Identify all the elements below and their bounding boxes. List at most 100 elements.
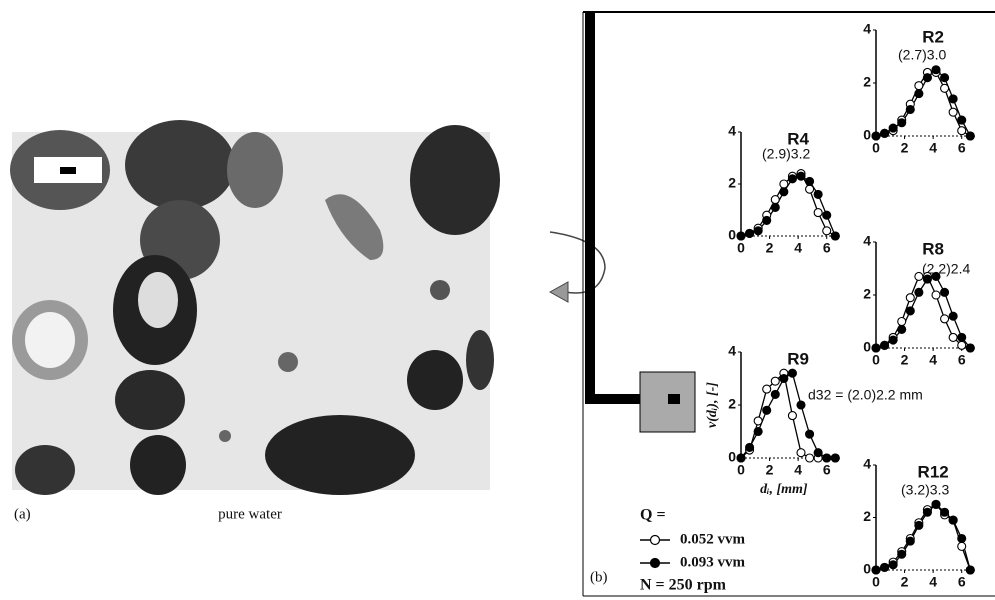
- conditions: N = 250 rpm: [640, 577, 727, 594]
- y-tick-label: 2: [863, 74, 871, 90]
- y-tick-label: 4: [863, 21, 871, 37]
- x-tick-label: 2: [766, 462, 774, 478]
- data-point: [948, 332, 958, 342]
- chart: 0 2 4 0 2 4 6 R2(2.7)3.0: [863, 21, 976, 156]
- data-point: [931, 499, 941, 509]
- data-point: [940, 314, 950, 324]
- y-tick-label: 0: [863, 127, 871, 143]
- x-tick-label: 2: [901, 352, 909, 368]
- data-point: [779, 179, 789, 189]
- data-point: [965, 343, 975, 353]
- data-point: [940, 287, 950, 297]
- data-point: [957, 115, 967, 125]
- legend-title: Q =: [640, 507, 666, 524]
- data-point: [914, 287, 924, 297]
- data-point: [762, 384, 772, 394]
- data-point: [871, 131, 881, 141]
- y-tick-label: 2: [863, 508, 871, 524]
- x-tick-label: 6: [823, 462, 831, 478]
- data-point: [957, 533, 967, 544]
- panel-label: (b): [590, 569, 608, 585]
- data-point: [736, 231, 746, 241]
- data-point: [914, 89, 924, 99]
- legend-label: 0.052 vvm: [680, 531, 746, 547]
- data-point: [922, 507, 932, 517]
- data-point: [813, 208, 823, 218]
- data-point: [822, 453, 832, 463]
- data-point: [897, 118, 907, 128]
- annotation: (2.7)3.0: [898, 47, 946, 63]
- data-point: [805, 429, 815, 439]
- x-tick-label: 0: [737, 240, 745, 256]
- data-point: [940, 73, 950, 83]
- x-tick-label: 4: [794, 462, 802, 478]
- x-tick-label: 2: [901, 574, 909, 590]
- chart: 0 2 4 0 2 4 6 R12(3.2)3.3: [863, 456, 976, 590]
- y-tick-label: 4: [863, 456, 871, 472]
- data-point: [940, 507, 950, 517]
- data-point: [922, 274, 932, 284]
- data-point: [957, 332, 967, 342]
- data-point: [880, 128, 890, 138]
- data-point: [753, 426, 763, 437]
- y-tick-label: 2: [863, 286, 871, 302]
- x-tick-label: 6: [958, 574, 966, 590]
- x-tick-label: 4: [929, 140, 937, 156]
- x-tick-label: 0: [872, 140, 880, 156]
- data-point: [914, 271, 924, 282]
- data-point: [931, 65, 941, 75]
- data-point: [745, 228, 755, 238]
- y-tick-label: 2: [728, 396, 736, 412]
- chart-title: R12: [918, 462, 949, 481]
- data-point: [905, 104, 915, 115]
- arrow-head: [548, 281, 569, 303]
- y-tick-label: 4: [728, 123, 736, 139]
- data-point: [888, 335, 898, 345]
- x-axis-label: dᵢ, [mm]: [760, 482, 808, 497]
- legend-label: 0.093 vvm: [680, 554, 746, 570]
- legend-marker: [649, 534, 661, 546]
- annotation: (2.9)3.2: [762, 146, 810, 162]
- data-point: [770, 376, 780, 386]
- data-point: [905, 536, 915, 546]
- y-tick-label: 4: [863, 233, 871, 249]
- data-point: [745, 442, 755, 452]
- caption: pure water: [218, 506, 282, 522]
- data-point: [805, 453, 815, 463]
- photo: [10, 120, 500, 495]
- data-point: [880, 562, 890, 572]
- chart: 0 2 4 0 2 4 6 R9 d32 = (2.0)2.2 mm dᵢ, [mm] v(dᵢ),…: [705, 343, 923, 498]
- data-point: [753, 226, 763, 236]
- data-point: [762, 215, 772, 225]
- chart-title: R8: [922, 239, 944, 258]
- legend-marker: [649, 557, 661, 569]
- y-tick-label: 0: [728, 449, 736, 465]
- x-tick-label: 2: [901, 140, 909, 156]
- chart-title: R4: [787, 129, 809, 148]
- data-point: [940, 83, 950, 93]
- data-point: [779, 187, 789, 197]
- data-point: [796, 400, 806, 410]
- data-point: [931, 290, 941, 300]
- reactor-frame: [582, 11, 995, 597]
- y-axis-label: v(dᵢ), [-]: [705, 382, 720, 428]
- data-point: [770, 389, 780, 399]
- data-point: [880, 340, 890, 350]
- y-tick-label: 0: [863, 339, 871, 355]
- data-point: [922, 73, 932, 83]
- data-point: [796, 171, 806, 181]
- data-point: [888, 123, 898, 133]
- chart-title: R2: [922, 27, 944, 46]
- data-point: [948, 107, 958, 117]
- data-point: [888, 560, 898, 570]
- y-tick-label: 0: [728, 227, 736, 243]
- data-point: [813, 448, 823, 458]
- data-point: [965, 131, 975, 141]
- data-point: [805, 184, 815, 194]
- x-tick-label: 0: [737, 462, 745, 478]
- x-tick-label: 6: [823, 240, 831, 256]
- x-tick-label: 0: [872, 352, 880, 368]
- x-tick-label: 2: [766, 240, 774, 256]
- data-point: [965, 565, 975, 575]
